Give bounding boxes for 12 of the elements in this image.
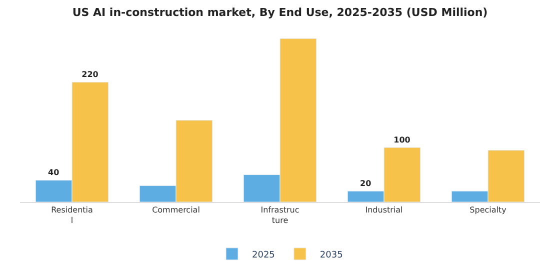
data-label: 40 (48, 168, 60, 178)
legend-label: 2035 (320, 250, 343, 260)
data-label: 220 (82, 70, 99, 80)
x-tick-label: Commercial (152, 206, 200, 215)
x-tick-label: Infrastruc ture (260, 206, 300, 225)
data-label: 100 (394, 136, 411, 145)
x-tick-label: Specialty (470, 206, 507, 215)
legend-label: 2025 (252, 250, 275, 260)
data-label: 20 (360, 179, 372, 188)
x-tick-label: Industrial (365, 206, 403, 215)
chart-title: US AI in-construction market, By End Use, 2025-2035 (USD Million) (72, 6, 488, 20)
x-tick-label: Residentia l (51, 206, 94, 225)
